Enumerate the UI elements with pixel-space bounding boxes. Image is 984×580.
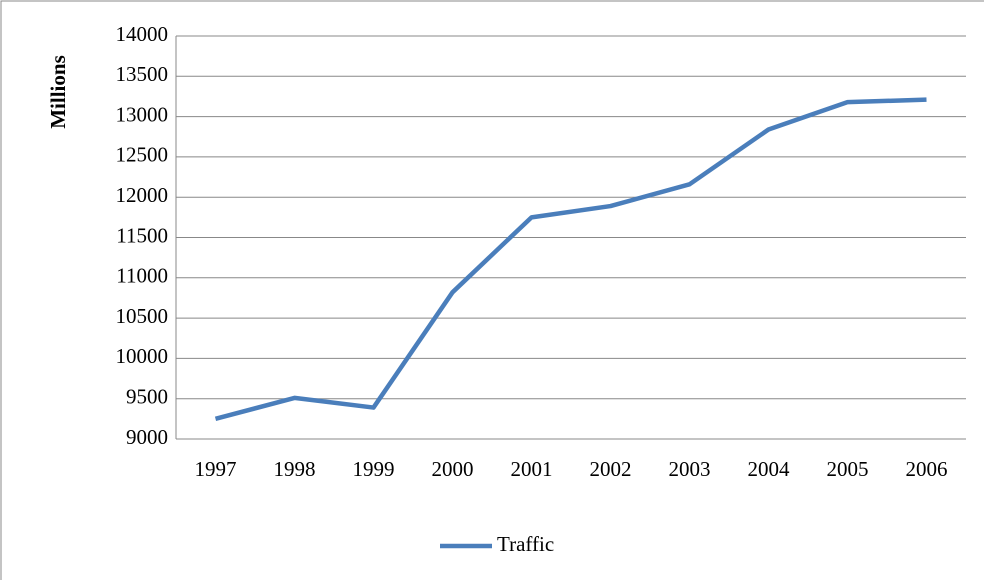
x-tick-label: 1997	[195, 457, 237, 481]
series-line	[214, 97, 927, 422]
x-tick-label: 2002	[590, 457, 632, 481]
y-tick-label: 12500	[116, 143, 169, 167]
x-tick-label: 2003	[669, 457, 711, 481]
y-tick-label: 9000	[126, 425, 168, 449]
x-tick-label: 2005	[827, 457, 869, 481]
x-tick-label: 2000	[432, 457, 474, 481]
y-tick-label: 10500	[116, 304, 169, 328]
x-tick-label: 2004	[748, 457, 791, 481]
y-tick-label: 10000	[116, 344, 169, 368]
y-tick-label: 13000	[116, 102, 169, 126]
y-tick-label: 13500	[116, 62, 169, 86]
x-tick-label: 2006	[906, 457, 948, 481]
y-tick-label: 14000	[116, 22, 169, 46]
y-tick-label: 11000	[116, 264, 168, 288]
x-tick-label: 1999	[353, 457, 395, 481]
y-axis-label: Millions	[46, 55, 70, 129]
legend-label: Traffic	[497, 532, 554, 556]
y-tick-label: 9500	[126, 385, 168, 409]
y-tick-label: 12000	[116, 183, 169, 207]
x-tick-label: 2001	[511, 457, 553, 481]
y-tick-label: 11500	[116, 223, 168, 247]
x-tick-label: 1998	[274, 457, 316, 481]
